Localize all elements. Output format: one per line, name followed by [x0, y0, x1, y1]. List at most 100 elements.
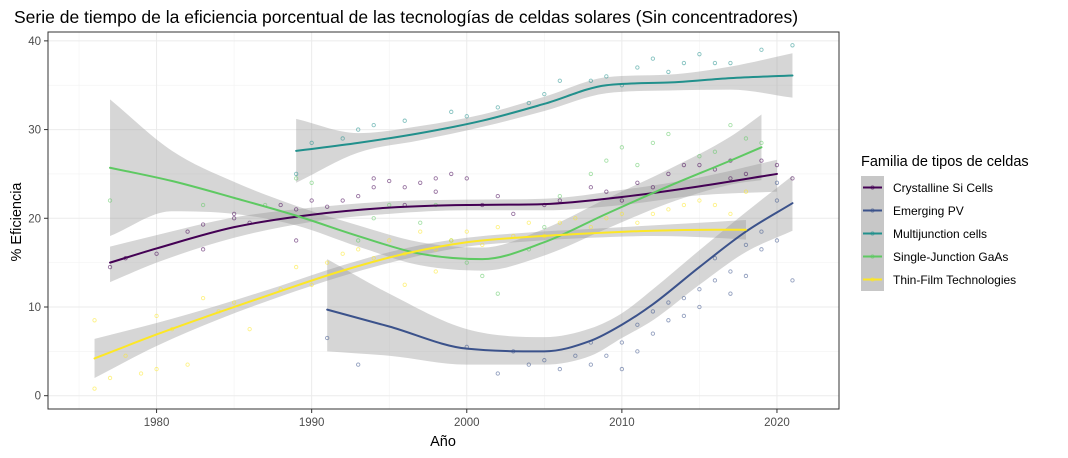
point-multijunction-cells [759, 47, 764, 52]
legend-item-thin-film-technologies: Thin-Film Technologies [861, 268, 1016, 291]
point-emerging-pv [650, 331, 656, 336]
point-emerging-pv [650, 309, 656, 314]
y-tick-label: 30 [28, 125, 41, 137]
point-thin-film-technologies [650, 211, 656, 216]
point-multijunction-cells [542, 91, 547, 97]
point-crystalline-si-cells [356, 193, 361, 199]
legend-key-point [870, 185, 875, 190]
legend-title: Familia de tipos de celdas [861, 154, 1029, 170]
point-multijunction-cells [464, 114, 469, 119]
point-crystalline-si-cells [650, 185, 656, 190]
point-multijunction-cells [666, 69, 671, 75]
point-multijunction-cells [495, 105, 500, 110]
point-crystalline-si-cells [200, 247, 206, 252]
point-emerging-pv [542, 358, 547, 363]
point-crystalline-si-cells [231, 211, 237, 216]
point-emerging-pv [774, 198, 780, 203]
point-thin-film-technologies [449, 238, 454, 243]
point-crystalline-si-cells [294, 238, 299, 243]
point-multijunction-cells [681, 60, 687, 66]
point-crystalline-si-cells [418, 180, 423, 185]
point-crystalline-si-cells [154, 251, 159, 256]
point-crystalline-si-cells [449, 171, 454, 177]
point-crystalline-si-cells [433, 176, 438, 181]
point-thin-film-technologies [138, 371, 144, 376]
point-thin-film-technologies [464, 229, 469, 234]
point-emerging-pv [697, 287, 702, 292]
point-crystalline-si-cells [402, 185, 407, 190]
legend-key-point [870, 208, 875, 213]
point-emerging-pv [743, 273, 749, 279]
ribbon-thin-film-technologies [94, 220, 746, 378]
point-emerging-pv [759, 247, 764, 252]
point-multijunction-cells [371, 122, 376, 128]
ribbon-emerging-pv [327, 175, 793, 365]
point-thin-film-technologies [340, 251, 345, 256]
point-thin-film-technologies [495, 225, 500, 230]
point-thin-film-technologies [526, 220, 531, 225]
point-emerging-pv [681, 295, 687, 301]
point-single-junction-gaas [480, 273, 485, 279]
legend-item-multijunction-cells: Multijunction cells [861, 222, 987, 245]
y-axis-title: % Eficiencia [9, 182, 25, 262]
point-multijunction-cells [557, 78, 562, 83]
plot-panel: 1980 1990 2000 2010 2020 0 10 20 30 40 [28, 31, 840, 429]
point-emerging-pv [495, 371, 500, 376]
point-single-junction-gaas [557, 193, 562, 199]
point-single-junction-gaas [371, 216, 376, 221]
y-tick-label: 40 [28, 36, 41, 48]
point-thin-film-technologies [619, 211, 625, 216]
point-thin-film-technologies [557, 220, 562, 225]
chart-title: Serie de tiempo de la eficiencia porcent… [14, 7, 798, 27]
point-thin-film-technologies [309, 282, 314, 287]
point-emerging-pv [790, 278, 795, 283]
point-single-junction-gaas [650, 140, 656, 146]
point-emerging-pv [356, 362, 361, 367]
point-single-junction-gaas [309, 180, 314, 185]
x-tick-label: 2010 [609, 417, 635, 429]
point-thin-film-technologies [743, 189, 749, 194]
point-multijunction-cells [309, 140, 314, 146]
point-multijunction-cells [635, 65, 640, 70]
point-thin-film-technologies [604, 216, 609, 221]
point-single-junction-gaas [697, 154, 702, 159]
point-emerging-pv [774, 238, 780, 243]
legend-key-point [870, 231, 875, 236]
point-thin-film-technologies [418, 229, 423, 234]
point-multijunction-cells [340, 136, 345, 141]
point-thin-film-technologies [92, 386, 97, 391]
trend-line-multijunction-cells [295, 74, 794, 152]
point-crystalline-si-cells [371, 176, 376, 181]
point-multijunction-cells [650, 56, 656, 61]
point-emerging-pv [588, 362, 593, 367]
point-emerging-pv [666, 318, 671, 323]
point-crystalline-si-cells [371, 185, 376, 190]
point-thin-film-technologies [294, 264, 299, 270]
point-emerging-pv [635, 322, 640, 327]
point-thin-film-technologies [247, 327, 252, 332]
point-thin-film-technologies [588, 225, 593, 230]
y-tick-label: 20 [28, 213, 41, 225]
panel-background [48, 32, 839, 409]
trend-line-thin-film-technologies [93, 228, 747, 360]
point-emerging-pv [557, 366, 562, 372]
point-emerging-pv [635, 349, 640, 354]
point-single-junction-gaas [356, 238, 361, 243]
point-thin-film-technologies [185, 362, 190, 367]
y-tick-label: 0 [35, 391, 41, 403]
point-emerging-pv [573, 353, 578, 358]
trend-lines [93, 74, 794, 360]
point-single-junction-gaas [418, 220, 423, 225]
point-crystalline-si-cells [309, 198, 314, 203]
point-crystalline-si-cells [511, 211, 516, 216]
x-axis-title: Año [430, 434, 456, 450]
point-single-junction-gaas [604, 158, 609, 163]
point-crystalline-si-cells [464, 176, 469, 181]
ribbon-crystalline-si-cells [110, 159, 777, 283]
legend-label: Multijunction cells [893, 227, 987, 241]
legend-item-emerging-pv: Emerging PV [861, 199, 964, 222]
point-emerging-pv [728, 269, 733, 274]
point-multijunction-cells [449, 109, 454, 114]
point-crystalline-si-cells [278, 202, 283, 208]
point-emerging-pv [681, 313, 687, 319]
